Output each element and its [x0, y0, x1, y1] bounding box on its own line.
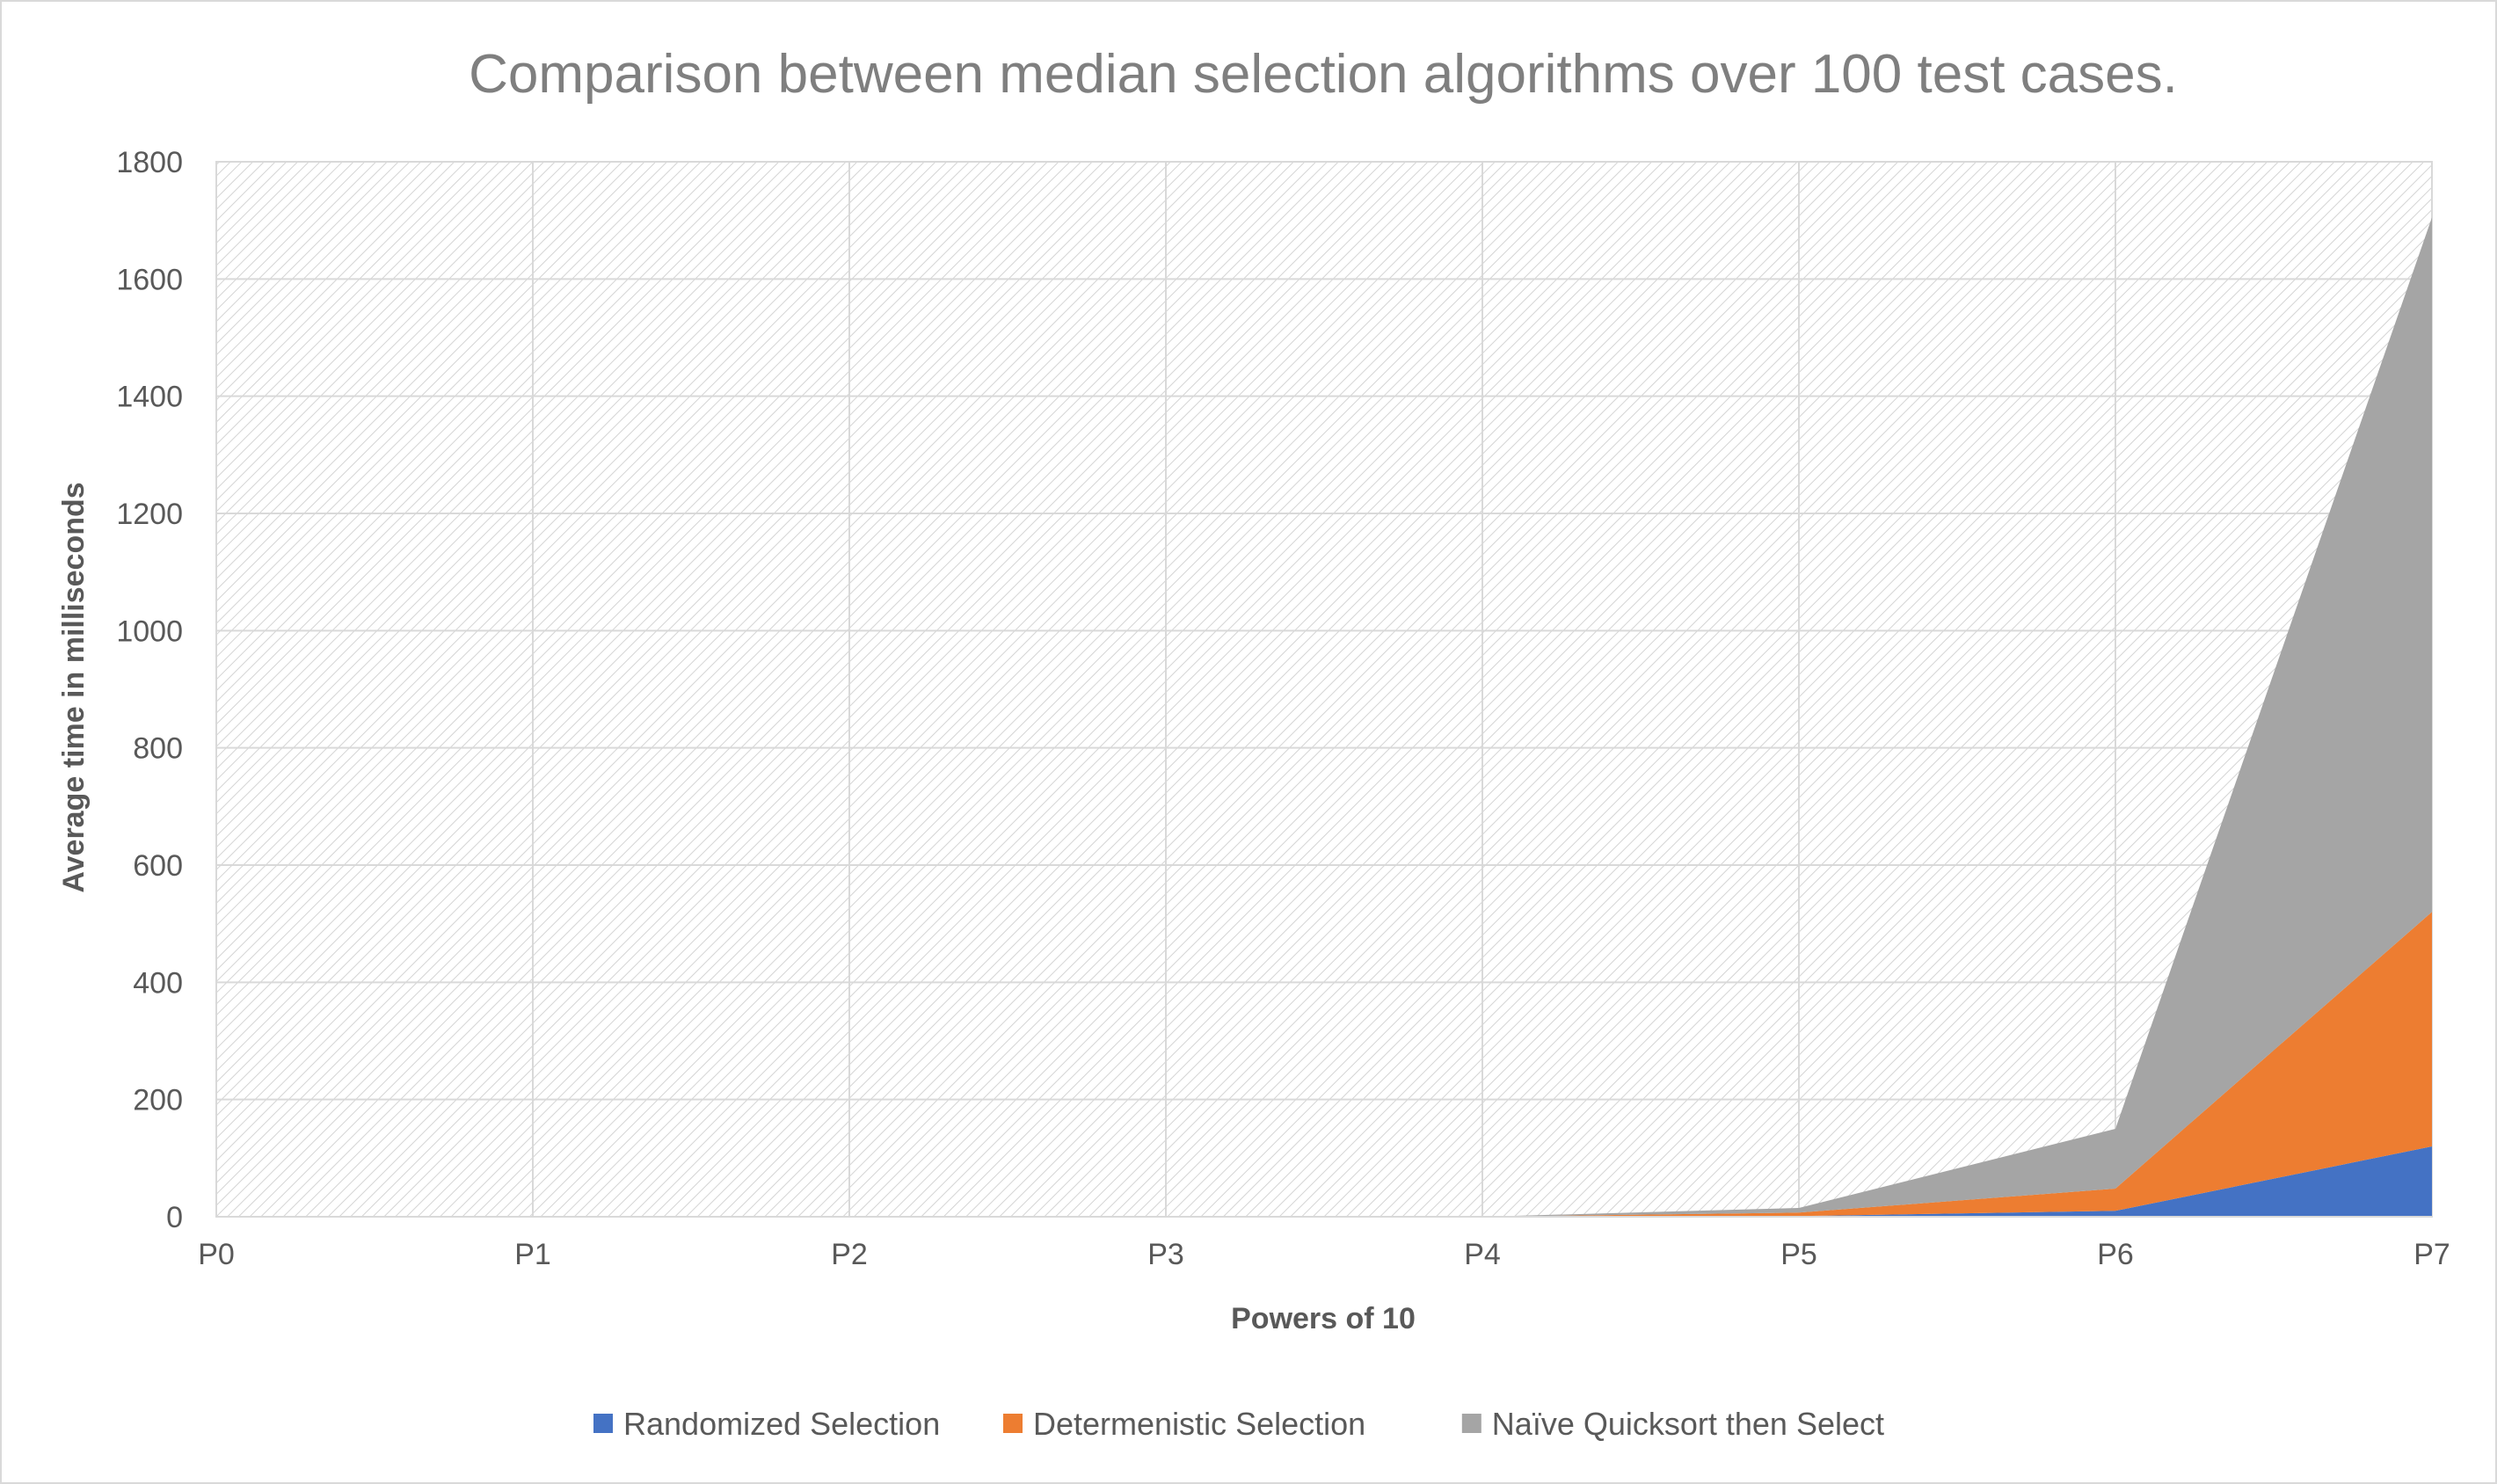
x-tick-label: P2 [831, 1238, 868, 1271]
legend-swatch [593, 1414, 613, 1433]
x-axis-title: Powers of 10 [1231, 1302, 1416, 1335]
legend-label: Randomized Selection [623, 1406, 940, 1442]
y-axis-title: Average time in milliseconds [57, 482, 91, 892]
legend-item: Naïve Quicksort then Select [1461, 1406, 1884, 1442]
legend-label: Naïve Quicksort then Select [1492, 1406, 1884, 1442]
y-tick-label: 1200 [116, 498, 183, 531]
x-tick-label: P6 [2097, 1238, 2134, 1271]
x-tick-label: P0 [198, 1238, 235, 1271]
y-tick-label: 800 [133, 732, 183, 766]
series-area-determenistic-selection [216, 912, 2432, 1217]
x-tick-label: P3 [1147, 1238, 1184, 1271]
y-tick-label: 0 [166, 1201, 183, 1234]
legend-swatch [1003, 1414, 1023, 1433]
x-tick-label: P7 [2413, 1238, 2450, 1271]
chart-title: Comparison between median selection algo… [469, 44, 2178, 105]
legend-item: Determenistic Selection [1003, 1406, 1365, 1442]
x-tick-label: P5 [1780, 1238, 1817, 1271]
y-tick-label: 600 [133, 849, 183, 883]
y-tick-label: 200 [133, 1084, 183, 1117]
y-tick-label: 1800 [116, 146, 183, 179]
y-tick-label: 400 [133, 966, 183, 1000]
y-tick-label: 1400 [116, 381, 183, 414]
legend-label: Determenistic Selection [1033, 1406, 1365, 1442]
y-tick-label: 1600 [116, 263, 183, 296]
legend-item: Randomized Selection [593, 1406, 940, 1442]
series-area-randomized-selection [216, 1146, 2432, 1217]
plot-area [215, 161, 2433, 1218]
series-areas [216, 217, 2432, 1217]
axes: 0 200 400 600 800 1000 1200 1400 1600 1800 P0 P1 P2 P… [116, 146, 2450, 1271]
legend-swatch [1461, 1414, 1481, 1433]
x-tick-label: P1 [514, 1238, 551, 1271]
y-tick-label: 1000 [116, 615, 183, 648]
legend: Randomized Selection Determenistic Select… [593, 1406, 1884, 1442]
x-tick-label: P4 [1464, 1238, 1501, 1271]
